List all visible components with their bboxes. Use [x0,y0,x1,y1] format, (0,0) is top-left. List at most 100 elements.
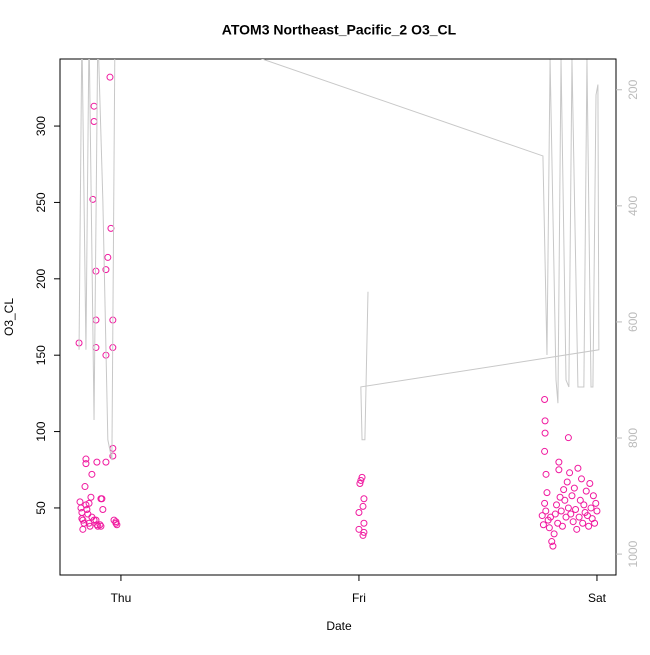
point [574,464,582,472]
point [580,501,588,509]
point [589,492,597,500]
point [356,480,364,488]
point [85,499,93,507]
point [102,458,110,466]
point [570,484,578,492]
point [106,73,114,81]
point [79,516,87,524]
point [561,496,569,504]
point [541,499,549,507]
point [547,513,555,521]
y2-tick-label: 600 [626,312,640,332]
point [538,512,546,520]
y-tick-label: 250 [34,192,48,212]
y-tick-label: 50 [34,501,48,515]
plot-box [59,58,617,576]
point [548,538,556,546]
point [573,525,581,533]
y-tick-label: 100 [34,421,48,441]
point [555,458,563,466]
point [92,316,100,324]
point [542,507,550,515]
point [79,525,87,533]
point [550,530,558,538]
y2-tick-label: 800 [626,428,640,448]
point [569,518,577,526]
y2-tick-label: 200 [626,79,640,99]
point [587,504,595,512]
y-axis-label: O3_CL [2,298,16,336]
point [90,102,98,110]
point [360,528,368,536]
point [113,521,121,529]
point [566,469,574,477]
point [558,522,566,530]
point [591,519,599,527]
point [82,455,90,463]
point [555,466,563,474]
point [360,495,368,503]
point [80,519,88,527]
point [112,518,120,526]
point [552,501,560,509]
point [563,478,571,486]
point [93,521,101,529]
point [551,510,559,518]
point [543,489,551,497]
point [81,483,89,491]
point [541,417,549,425]
point [98,495,106,503]
point [109,444,117,452]
point [359,531,367,539]
point [541,429,549,437]
point [562,513,570,521]
point [82,460,90,468]
y2-tick-label: 400 [626,196,640,216]
point [568,492,576,500]
point [357,476,365,484]
point [87,493,95,501]
x-tick-label: Thu [111,591,132,605]
point [583,512,591,520]
point [582,487,590,495]
point [90,117,98,125]
chart-title: ATOM3 Northeast_Pacific_2 O3_CL [222,22,457,38]
point [586,480,594,488]
point [541,447,549,455]
point [86,522,94,530]
point [557,507,565,515]
y-tick-label: 300 [34,116,48,136]
plot-area [75,59,601,550]
point [576,496,584,504]
point [593,507,601,515]
point [76,498,84,506]
point [542,470,550,478]
point [360,519,368,527]
point [96,521,104,529]
point [97,522,105,530]
point [545,524,553,532]
point [102,266,110,274]
point [88,470,96,478]
point [579,519,587,527]
point [104,253,112,261]
point [109,452,117,460]
point [564,504,572,512]
point [107,224,115,232]
point [556,493,564,501]
y2-tick-label: 1000 [626,540,640,567]
y-tick-label: 200 [34,268,48,288]
point [93,458,101,466]
point [549,542,557,550]
point [355,509,363,517]
line [78,59,600,461]
point [99,505,107,513]
point [564,434,572,442]
point [554,519,562,527]
point [592,499,600,507]
point [83,505,91,513]
point [577,475,585,483]
point [575,513,583,521]
point [359,502,367,510]
